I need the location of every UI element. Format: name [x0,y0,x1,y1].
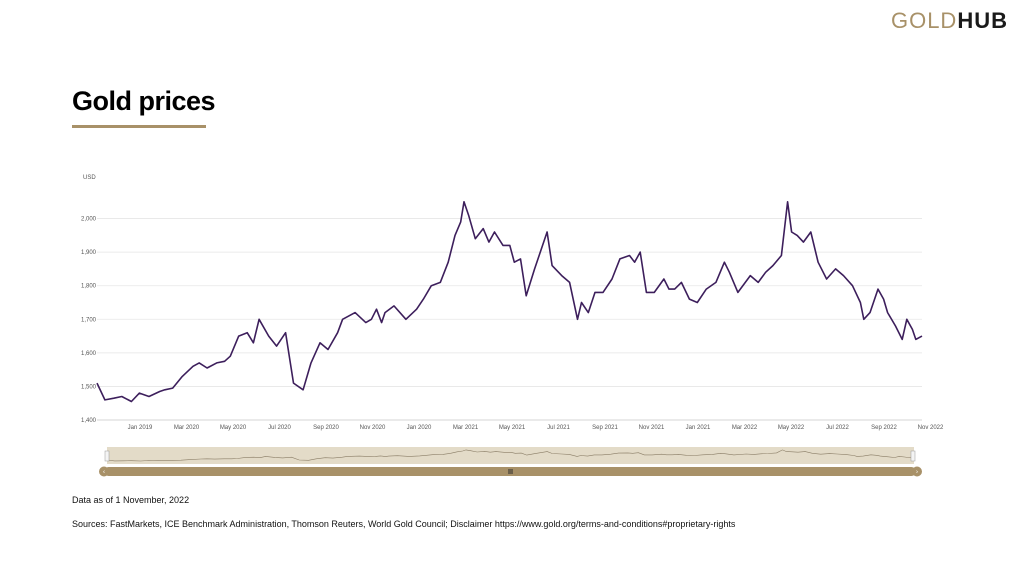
x-tick-label: May 2021 [499,425,526,431]
x-tick-label: Jul 2021 [547,425,570,431]
navigator-window [107,447,914,464]
range-navigator[interactable]: ‹ › [99,447,922,477]
scroll-left-button [99,466,109,477]
x-tick-label: Nov 2022 [918,425,944,431]
x-tick-label: Mar 2020 [174,425,200,431]
y-tick-label: 1,400 [81,418,97,424]
x-tick-label: Nov 2021 [639,425,665,431]
y-tick-label: 1,800 [81,284,97,290]
goldhub-logo[interactable]: GOLDHUB [891,8,1008,34]
data-as-of-note: Data as of 1 November, 2022 [72,495,190,505]
x-tick-label: Sep 2020 [313,425,339,431]
logo-part-hub: HUB [957,8,1008,33]
x-tick-label: Jul 2022 [826,425,849,431]
page-title: Gold prices [72,86,216,116]
x-tick-label: Sep 2021 [592,425,618,431]
sources-note: Sources: FastMarkets, ICE Benchmark Admi… [72,519,736,529]
x-tick-label: May 2020 [220,425,247,431]
x-tick-label: Sep 2022 [871,425,897,431]
y-axis: 1,400 1,500 1,600 1,700 1,800 1,900 2,000 [81,217,97,424]
series-line-gold-price [96,201,923,403]
navigator-handle-left [104,450,110,462]
y-tick-label: 1,500 [81,384,97,390]
navigator-series-line [106,449,915,462]
x-tick-label: Jan 2020 [407,425,432,431]
x-tick-label: Jan 2019 [128,425,153,431]
y-tick-label: 1,700 [81,317,97,323]
y-tick-label: 1,600 [81,351,97,357]
scroll-right-arrow-icon: › [916,470,918,476]
scrollbar-grip-icon [508,469,513,474]
navigator-handle-right [910,450,916,462]
scroll-left-arrow-icon: ‹ [103,470,105,476]
y-tick-label: 2,000 [81,217,97,223]
x-axis: Jan 2019 Mar 2020 May 2020 Jul 2020 Sep 2020… [97,419,944,431]
chart-gridlines [97,218,922,421]
x-tick-label: Jul 2020 [268,425,291,431]
x-tick-label: Jan 2021 [686,425,711,431]
title-underline [72,125,206,128]
x-tick-label: Nov 2020 [360,425,386,431]
x-tick-label: Mar 2022 [732,425,758,431]
x-tick-label: Mar 2021 [453,425,479,431]
y-tick-label: 1,900 [81,250,97,256]
x-tick-label: May 2022 [778,425,805,431]
scroll-right-button [912,466,922,477]
y-axis-label: USD [83,175,96,181]
logo-part-gold: GOLD [890,8,958,33]
